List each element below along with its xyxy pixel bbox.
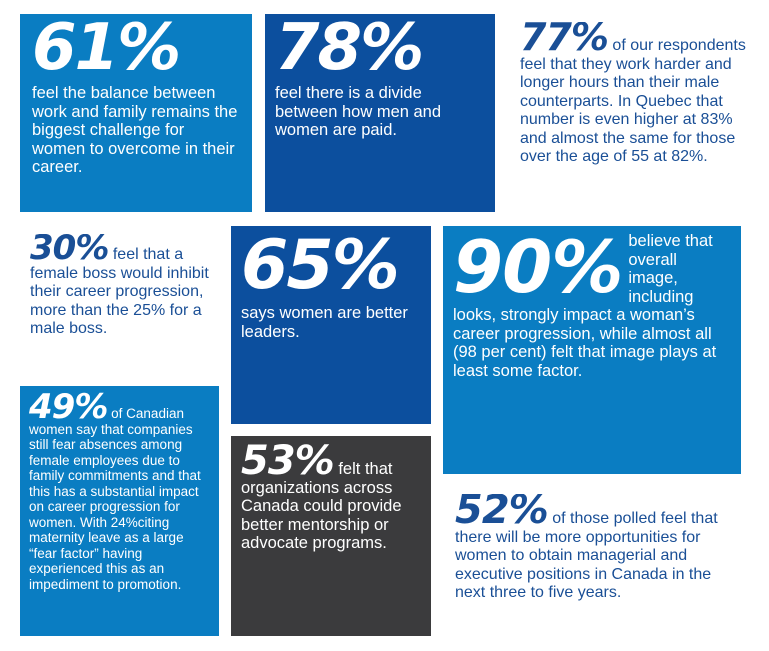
stat-percent: 53% (241, 438, 335, 484)
stat-percent: 78% (275, 14, 424, 85)
stat-description: feel that a female boss would inhibit th… (30, 246, 209, 337)
stat-description: of Canadian women say that companies sti… (29, 406, 201, 592)
stat-percent: 30% (30, 234, 109, 268)
stat-tile-78: 78% feel there is a divide between how m… (265, 14, 495, 212)
stat-description: says women are better leaders. (241, 304, 408, 341)
stat-text-52: 52% of those polled feel that there will… (455, 494, 745, 634)
stat-percent: 61% (32, 14, 181, 85)
stat-description: feel there is a divide between how men a… (275, 84, 442, 139)
stat-tile-61: 61% feel the balance between work and fa… (20, 14, 252, 212)
stat-percent: 90% (453, 226, 623, 309)
stat-description: feel the balance between work and family… (32, 84, 238, 176)
stat-percent: 65% (241, 226, 400, 305)
stat-percent: 77% (520, 22, 609, 59)
stat-description: of those polled feel that there will be … (455, 510, 718, 601)
stat-description: felt that organizations across Canada co… (241, 460, 402, 552)
stat-tile-53: 53% felt that organizations across Canad… (231, 436, 431, 636)
stat-tile-65: 65% says women are better leaders. (231, 226, 431, 424)
stat-tile-49: 49% of Canadian women say that companies… (20, 386, 219, 636)
stat-text-30: 30% feel that a female boss would inhibi… (30, 234, 226, 364)
stat-description: of our respondents feel that they work h… (520, 37, 746, 165)
stat-tile-90: 90% believe that overall image, includin… (443, 226, 741, 474)
stat-percent: 49% (29, 387, 108, 427)
stat-description: believe that overall image, including lo… (453, 232, 717, 380)
stat-percent: 52% (455, 494, 549, 533)
stat-text-77: 77% of our respondents feel that they wo… (520, 22, 750, 212)
